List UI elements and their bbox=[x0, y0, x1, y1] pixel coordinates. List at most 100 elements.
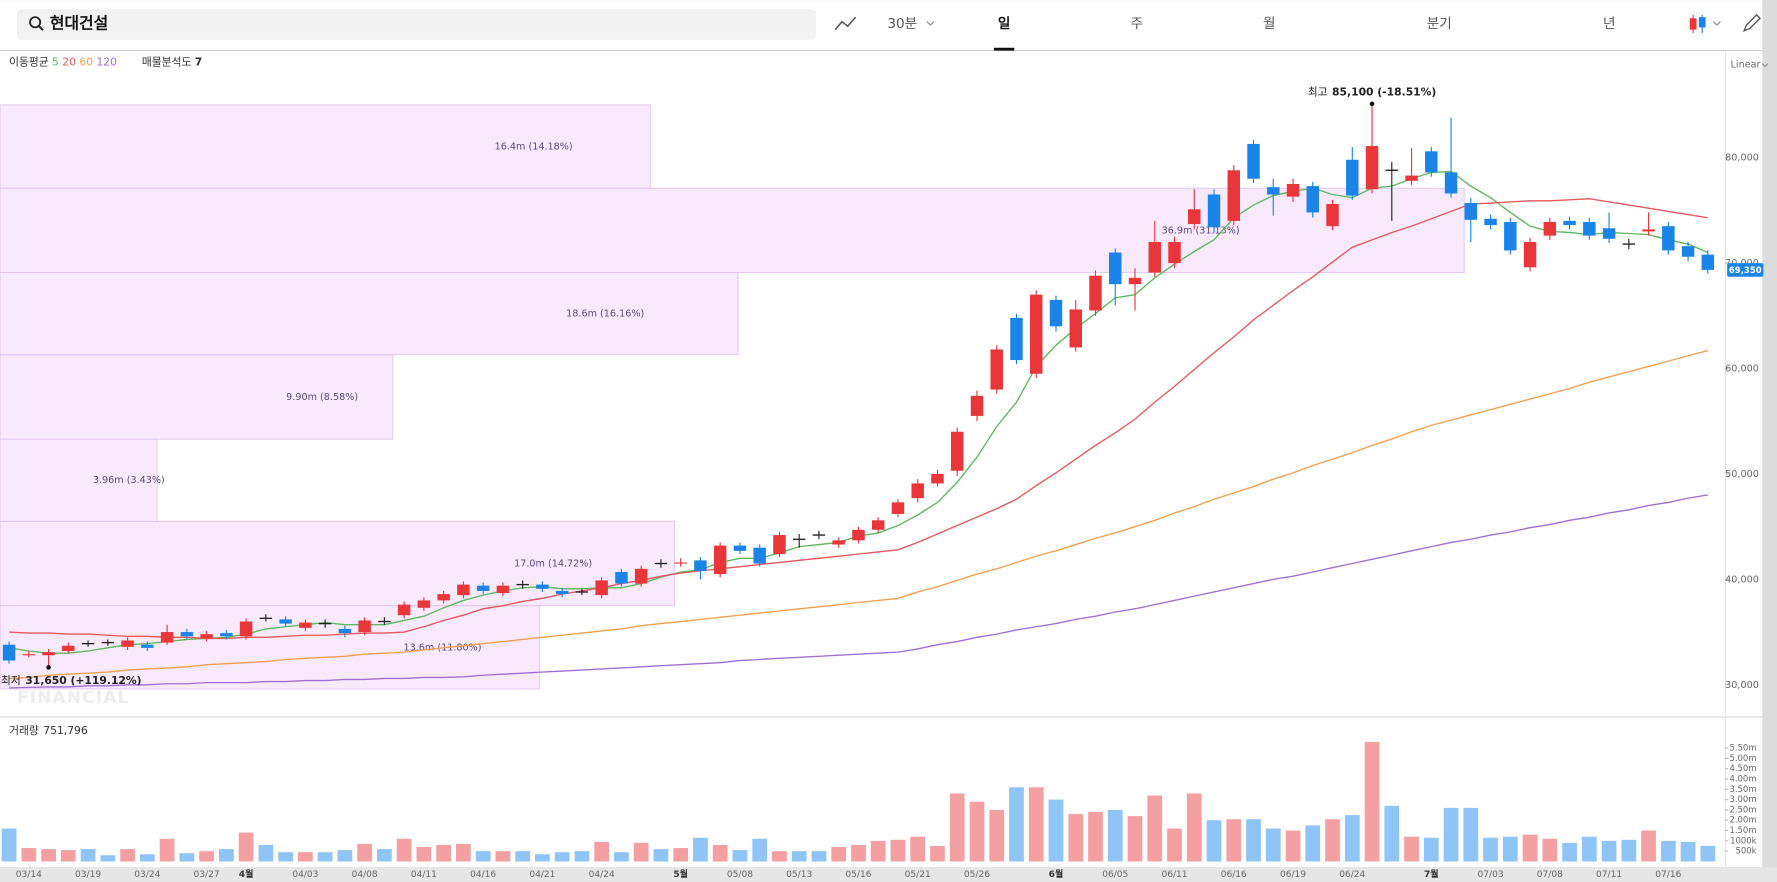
candle-body bbox=[694, 560, 707, 571]
candle-body bbox=[279, 619, 292, 624]
x-tick-label: 06/05 bbox=[1102, 870, 1128, 880]
volume-bar bbox=[337, 850, 353, 862]
min-annotation: 최저 31,650 (+119.12%) bbox=[1, 674, 142, 687]
candle-body bbox=[180, 632, 194, 637]
volume-bar bbox=[357, 843, 372, 862]
volume-y-tick-label: 4.00m bbox=[1729, 775, 1756, 785]
volume-profile-bar bbox=[0, 438, 158, 522]
candle-body bbox=[1346, 159, 1359, 196]
x-tick-label: 06/11 bbox=[1161, 870, 1187, 880]
x-tick-label: 06/24 bbox=[1339, 870, 1365, 880]
panel-background bbox=[0, 0, 1763, 868]
volume-bar bbox=[1305, 825, 1321, 862]
volume-bar bbox=[1423, 837, 1439, 862]
period-tab[interactable]: 분기 bbox=[1427, 16, 1452, 32]
candle-body bbox=[1365, 146, 1379, 190]
candle-icon[interactable] bbox=[1689, 14, 1706, 34]
candle-body bbox=[970, 395, 984, 416]
y-tick-label: 40,000 bbox=[1725, 574, 1759, 585]
volume-bar bbox=[179, 853, 195, 862]
volume-bar bbox=[574, 851, 590, 862]
volume-bar bbox=[1325, 819, 1340, 862]
volume-bar bbox=[772, 851, 787, 862]
y-tick-label: 30,000 bbox=[1725, 680, 1759, 691]
candle-body bbox=[239, 621, 253, 637]
volume-bar bbox=[1483, 837, 1498, 862]
last-price-label: 69,350 bbox=[1729, 266, 1762, 276]
candle-body bbox=[121, 640, 134, 647]
candle-body bbox=[1030, 294, 1043, 374]
volume-bar bbox=[1601, 840, 1617, 862]
volume-bar bbox=[1621, 839, 1637, 862]
legend-item[interactable]: 5 bbox=[52, 55, 59, 68]
volume-bar bbox=[1186, 793, 1202, 862]
candle-body bbox=[871, 520, 885, 530]
search-text[interactable]: 현대건설 bbox=[50, 13, 108, 32]
search-box[interactable] bbox=[16, 9, 816, 40]
x-tick-label: 05/13 bbox=[786, 870, 812, 880]
volume-bar bbox=[21, 848, 37, 862]
candle-body bbox=[476, 585, 490, 591]
y-tick-label: 50,000 bbox=[1725, 469, 1759, 480]
period-tab[interactable]: 일 bbox=[998, 16, 1011, 32]
x-tick-label: 04/08 bbox=[352, 870, 378, 880]
volume-bar bbox=[317, 852, 333, 862]
volume-bar bbox=[396, 838, 412, 862]
period-tab[interactable]: 월 bbox=[1263, 16, 1275, 32]
candle-body bbox=[1010, 317, 1023, 361]
volume-legend: 거래량 751,796 bbox=[9, 724, 88, 737]
chevron bbox=[1713, 21, 1721, 26]
candle-body bbox=[417, 600, 431, 608]
volume-bar bbox=[949, 793, 965, 862]
candle-body bbox=[832, 540, 845, 545]
candle-body bbox=[1464, 202, 1478, 220]
volume-bar bbox=[791, 851, 807, 862]
max-label: 최고 bbox=[1308, 86, 1328, 99]
y-tick-label: 60,000 bbox=[1725, 363, 1759, 374]
candle-body bbox=[1563, 220, 1576, 226]
candle-body bbox=[22, 654, 36, 656]
candle-body bbox=[220, 633, 233, 637]
volume-bar bbox=[1265, 828, 1281, 862]
period-tab[interactable]: 년 bbox=[1603, 16, 1616, 32]
volume-bar bbox=[416, 847, 432, 862]
candle-body bbox=[1662, 226, 1675, 251]
candle-body bbox=[1188, 209, 1201, 225]
max-value: 85,100 (-18.51%) bbox=[1332, 86, 1436, 99]
volume-bar bbox=[1, 828, 17, 862]
x-tick-label: 07/03 bbox=[1478, 870, 1504, 880]
volume-bar bbox=[1404, 836, 1419, 862]
volume-bar bbox=[1344, 815, 1360, 862]
volume-bar bbox=[1167, 828, 1182, 862]
period-tab[interactable]: 주 bbox=[1130, 16, 1143, 32]
legend-item[interactable]: 20 bbox=[62, 55, 76, 68]
volume-profile-label: 17.0m (14.72%) bbox=[514, 559, 592, 570]
volume-bar bbox=[159, 838, 175, 862]
candle-body bbox=[338, 628, 352, 634]
volume-bar bbox=[1028, 787, 1044, 862]
draw-icon[interactable] bbox=[1742, 13, 1761, 32]
candle-body bbox=[1128, 277, 1142, 285]
search-icon bbox=[29, 16, 42, 29]
volume-profile-bar bbox=[0, 272, 739, 356]
legend-item[interactable]: 120 bbox=[96, 55, 117, 68]
x-tick-label: 04/21 bbox=[529, 870, 555, 880]
legend-item[interactable]: 60 bbox=[79, 55, 93, 68]
legend-title: 이동평균 bbox=[9, 55, 49, 68]
volume-bar bbox=[1226, 819, 1242, 862]
volume-bar bbox=[1700, 845, 1716, 862]
volume-profile-label: 3.96m (3.43%) bbox=[93, 475, 165, 486]
interval-select[interactable]: 30분 bbox=[887, 16, 917, 32]
x-tick-label: 07/11 bbox=[1596, 870, 1622, 880]
x-tick-label: 04/03 bbox=[292, 870, 318, 880]
chart-type-icon[interactable] bbox=[834, 16, 857, 31]
scale-mode[interactable]: Linear bbox=[1731, 60, 1761, 71]
candle-body bbox=[160, 632, 174, 643]
volume-profile-bar bbox=[0, 520, 676, 607]
x-tick-label: 04/16 bbox=[470, 870, 496, 880]
volume-bar bbox=[633, 842, 649, 862]
volume-bar bbox=[1246, 819, 1261, 862]
volume-y-tick-label: 3.00m bbox=[1729, 795, 1756, 805]
candle-body bbox=[911, 483, 924, 499]
